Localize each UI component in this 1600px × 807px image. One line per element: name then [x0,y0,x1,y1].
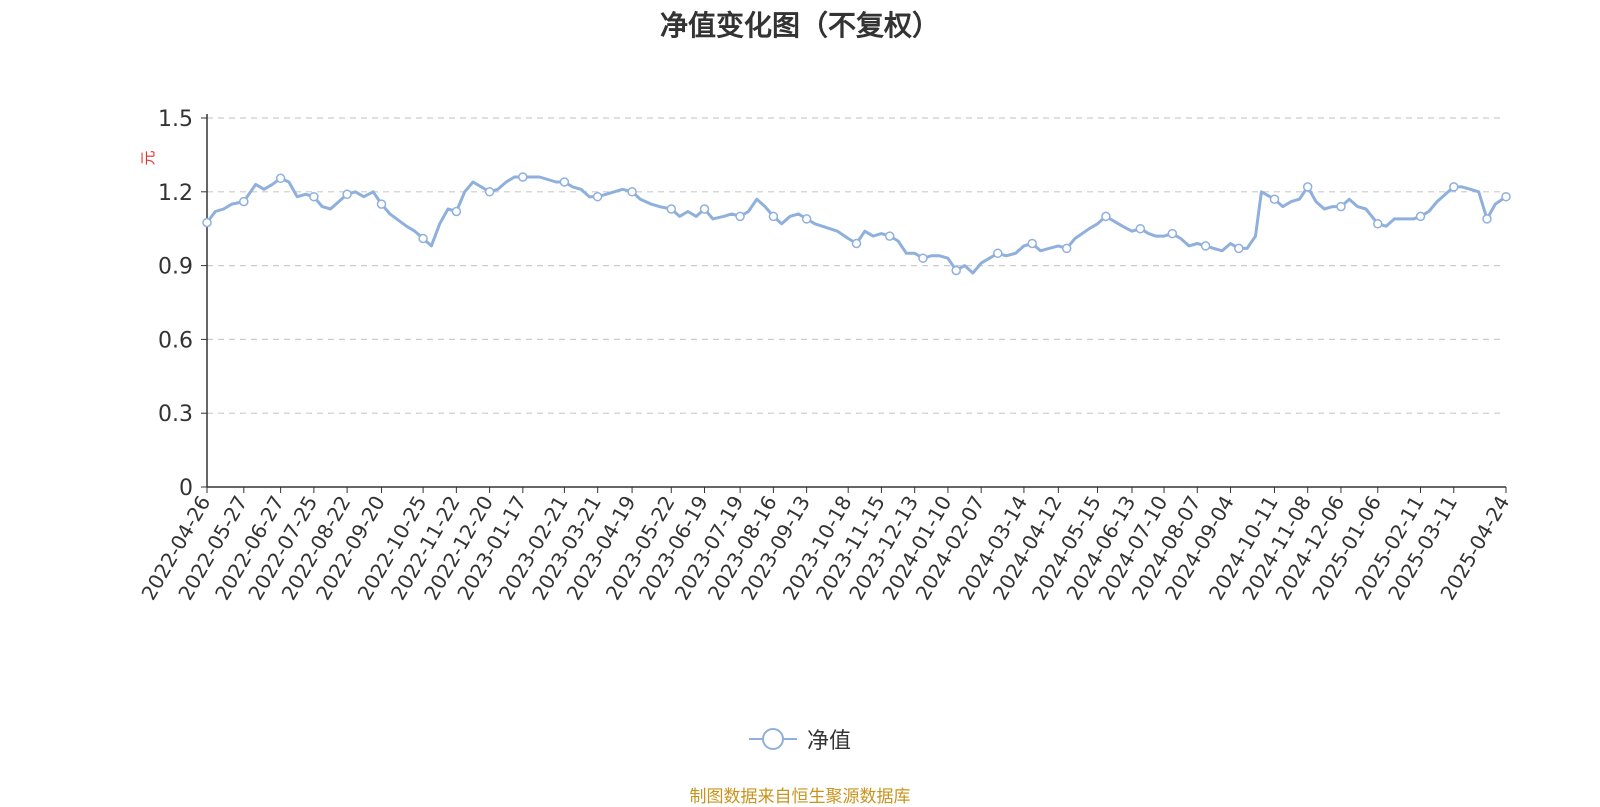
y-axis-label: 元 [139,150,157,165]
y-tick-label: 0.9 [158,255,193,280]
data-point [202,217,212,228]
data-point [376,199,387,209]
data-point [993,248,1003,259]
data-point [699,204,710,214]
x-tick-labels: 2022-04-262022-05-272022-06-272022-07-25… [136,492,1514,605]
data-point [1135,223,1146,234]
data-point [801,214,812,224]
data-point [1415,211,1426,222]
data-point [1302,182,1313,192]
data-point [851,238,862,249]
data-point [951,265,961,276]
y-tick-label: 1.2 [158,181,193,206]
chart-title: 净值变化图（不复权） [659,9,940,42]
data-point [1269,194,1280,204]
data-point [484,187,495,197]
data-point [918,253,928,263]
data-point [1501,191,1511,202]
data-point [627,187,637,197]
data-point [1027,238,1037,249]
data-point [1482,214,1492,224]
data-point [666,204,677,214]
data-point [1167,228,1178,239]
data-point [239,196,249,207]
grid-lines [207,117,1500,414]
data-point [1200,241,1211,251]
y-tick-label: 0.3 [158,402,193,427]
data-point [1101,211,1111,222]
legend-line-icon [748,728,797,750]
data-point [418,233,428,244]
data-point [735,211,745,222]
data-point [1449,182,1459,192]
data-point [1336,201,1346,212]
data-point [518,172,528,182]
series-layer [202,172,1511,276]
axes [201,114,1507,493]
data-point [309,191,319,202]
legend-label: 净值 [806,729,851,754]
data-point [592,191,603,202]
data-point [342,189,352,200]
data-point [768,211,779,222]
data-point [884,231,895,241]
legend[interactable]: 净值 [0,723,1600,755]
data-point [1061,243,1072,254]
data-point [451,206,462,217]
data-point [559,177,570,187]
y-tick-labels: 0 0.3 0.6 0.9 1.2 1.5 [158,107,193,501]
data-point [275,173,286,184]
y-tick-label: 0 [179,476,193,501]
y-tick-label: 0.6 [158,328,193,353]
source-note: 制图数据来自恒生聚源数据库 [689,787,911,807]
data-point [1373,219,1383,229]
y-tick-label: 1.5 [158,107,193,132]
data-point [1234,243,1244,254]
